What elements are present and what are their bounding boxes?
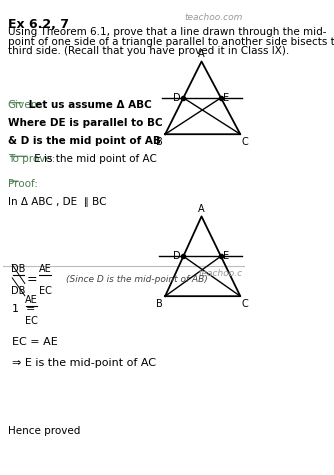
Text: EC: EC [39,286,52,296]
Text: Where DE is parallel to BC: Where DE is parallel to BC [8,118,162,128]
Text: C: C [241,299,248,309]
Text: Proof:: Proof: [8,179,38,189]
Text: D: D [173,251,180,261]
Text: In Δ ABC , DE  ∥ BC: In Δ ABC , DE ∥ BC [8,197,106,207]
Text: A: A [198,204,205,214]
Text: D: D [173,93,180,103]
Text: (Since D is the mid-point of AB): (Since D is the mid-point of AB) [66,275,207,284]
Text: B: B [156,299,163,309]
Text: C: C [241,137,248,147]
Text: Using Theorem 6.1, prove that a line drawn through the mid-: Using Theorem 6.1, prove that a line dra… [8,27,326,37]
Text: To prove:: To prove: [8,154,55,164]
Text: teachoo.com: teachoo.com [184,13,243,22]
Text: EC: EC [25,316,38,326]
Text: DB: DB [11,264,26,274]
Text: 1  =: 1 = [12,304,35,314]
Text: Hence proved: Hence proved [8,426,80,436]
Text: point of one side of a triangle parallel to another side bisects the: point of one side of a triangle parallel… [8,37,334,47]
Text: EC = AE: EC = AE [12,337,58,347]
Text: & D is the mid point of AB: & D is the mid point of AB [8,136,161,146]
Text: DB: DB [11,286,26,296]
Text: A: A [198,48,205,58]
Text: AE: AE [25,294,38,304]
Text: third side. (Recall that you have proved it in Class IX).: third side. (Recall that you have proved… [8,46,289,56]
Text: B: B [156,137,163,147]
Text: Let us assume Δ ABC: Let us assume Δ ABC [25,100,152,110]
Text: =: = [26,273,37,286]
Text: E: E [223,251,229,261]
Text: ⇒ E is the mid-point of AC: ⇒ E is the mid-point of AC [12,358,156,368]
Text: Ex 6.2, 7: Ex 6.2, 7 [8,18,68,31]
Text: teachoo.c: teachoo.c [199,269,243,278]
Text: Given:: Given: [8,100,41,110]
Text: E is the mid point of AC: E is the mid point of AC [31,154,157,164]
Text: AE: AE [39,264,51,274]
Text: E: E [223,93,229,103]
